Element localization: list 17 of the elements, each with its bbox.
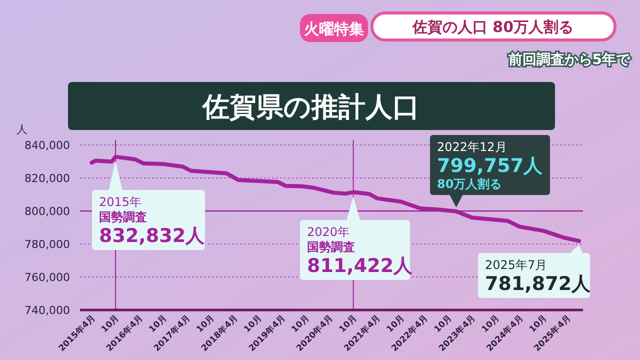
annotation: 2015年 [99,195,142,209]
y-tick-label: 780,000 [24,238,70,251]
y-tick-label: 840,000 [24,139,70,152]
text: 火曜特集 [304,20,364,38]
y-tick-label: 760,000 [24,271,70,284]
y-tick-label: 820,000 [24,172,70,185]
annotation: 国勢調査 811,422人 [307,240,414,277]
y-tick-label: 800,000 [24,205,70,218]
annotation: 2025年7月 781,872人 [485,258,592,295]
chart-subtitle: 佐賀の人口 80万人割る [411,18,574,36]
text: 前回調査から5年で [507,51,631,68]
y-axis-title: 人 [16,123,28,136]
annotation: 2020年 [307,225,350,239]
annotation: 国勢調査 832,832人 [99,210,206,247]
annotation: 2022年12月 799,757人 80万人割る [437,140,544,191]
chart-title: 佐賀県の推計人口 [202,92,420,123]
y-tick-label: 740,000 [24,304,70,317]
